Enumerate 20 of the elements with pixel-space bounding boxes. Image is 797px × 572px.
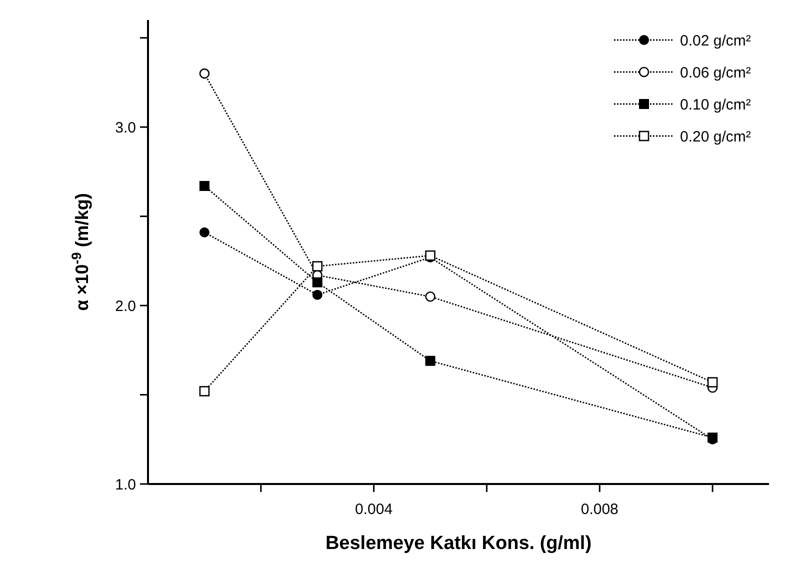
point	[199, 386, 210, 396]
point	[425, 291, 436, 302]
legend-label: 0.02 g/cm²	[680, 32, 751, 50]
point	[425, 356, 436, 366]
point	[312, 261, 323, 272]
x-tick-label: 0.004	[355, 501, 393, 518]
legend-label: 0.20 g/cm²	[680, 128, 751, 146]
y-tick-label: 2.0	[115, 298, 136, 315]
point	[707, 377, 718, 388]
legend-label: 0.10 g/cm²	[680, 96, 751, 114]
point	[199, 227, 210, 238]
point	[199, 68, 210, 79]
x-axis-title: Beslemeye Katkı Kons. (g/ml)	[325, 533, 592, 554]
y-tick-label: 3.0	[115, 119, 136, 136]
point	[312, 290, 322, 300]
legend-label: 0.06 g/cm²	[680, 64, 751, 82]
y-tick-label: 1.0	[115, 476, 136, 494]
point	[199, 180, 210, 191]
x-tick-label: 0.008	[580, 501, 618, 518]
point	[312, 277, 322, 288]
